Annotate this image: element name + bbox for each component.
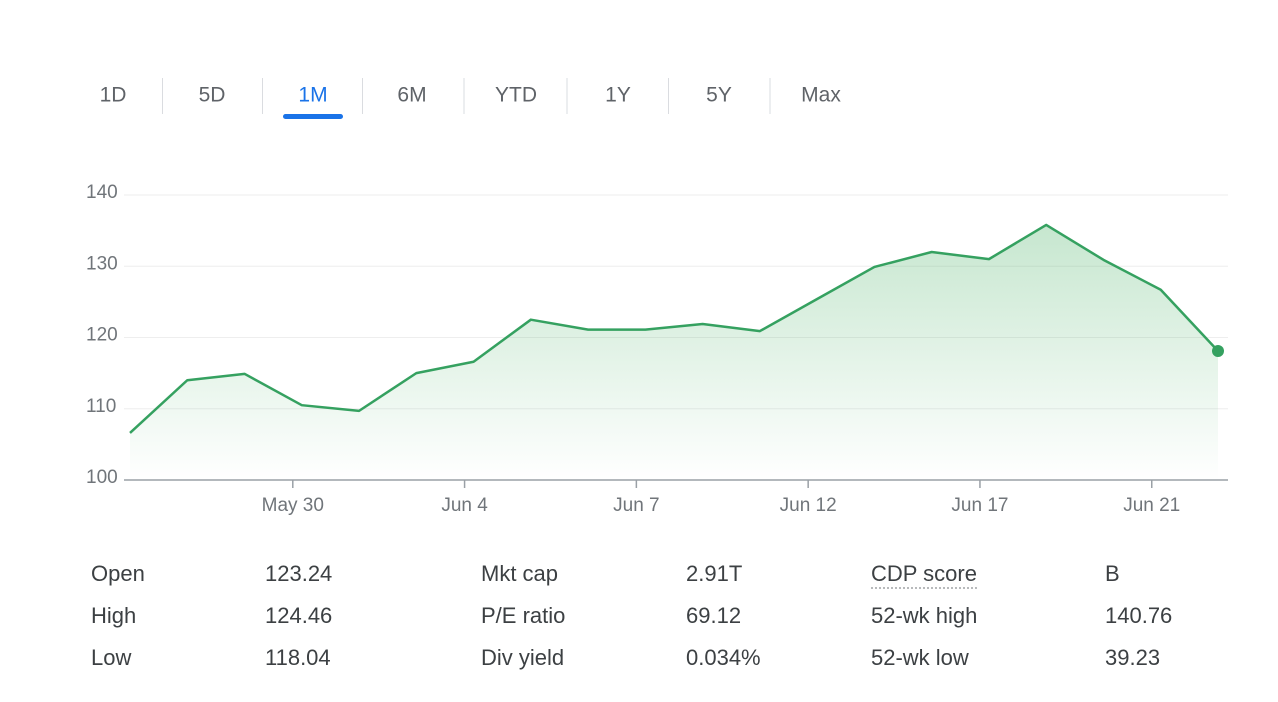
stat-label: High: [91, 603, 136, 628]
range-tab[interactable]: 6M: [397, 84, 426, 107]
stat-label: 52-wk high: [871, 603, 977, 628]
stat-label: Low: [91, 645, 131, 670]
stat-value: 140.76: [1105, 603, 1172, 628]
range-tab[interactable]: 5D: [199, 84, 226, 107]
price-line: [129, 223, 1219, 434]
stat-label[interactable]: CDP score: [871, 561, 977, 586]
x-tick-label: May 30: [262, 495, 324, 516]
stat-label: Open: [91, 561, 145, 586]
y-tick-label: 100: [86, 467, 118, 488]
stat-label: Mkt cap: [481, 561, 558, 586]
stat-value: 39.23: [1105, 645, 1160, 670]
stat-value: 69.12: [686, 603, 741, 628]
tab-underline: [283, 114, 343, 119]
range-tab[interactable]: Max: [801, 84, 841, 107]
y-tick-label: 110: [86, 396, 116, 417]
x-tick-label: Jun 4: [441, 495, 488, 516]
range-tab[interactable]: 1D: [100, 84, 127, 107]
stat-value: 0.034%: [686, 645, 761, 670]
stat-value: 118.04: [265, 645, 331, 670]
stat-value: 2.91T: [686, 561, 742, 586]
y-tick-label: 130: [86, 253, 118, 274]
stat-label: Div yield: [481, 645, 564, 670]
y-tick-label: 140: [86, 182, 118, 203]
stat-label: P/E ratio: [481, 603, 565, 628]
last-point: [1212, 345, 1224, 358]
stat-value: B: [1105, 561, 1120, 586]
x-tick-label: Jun 21: [1123, 495, 1180, 516]
range-tab[interactable]: 5Y: [706, 84, 732, 107]
range-tab[interactable]: 1M: [298, 84, 327, 107]
range-tab[interactable]: YTD: [495, 84, 537, 107]
x-tick-label: Jun 12: [780, 495, 837, 516]
stat-value: 124.46: [265, 603, 332, 628]
stat-label: 52-wk low: [871, 645, 969, 670]
x-tick-label: Jun 7: [613, 495, 659, 516]
range-tab[interactable]: 1Y: [605, 84, 631, 107]
area: [130, 224, 1218, 480]
x-tick-label: Jun 17: [951, 495, 1008, 516]
stat-value: 123.24: [265, 561, 332, 586]
y-tick-label: 120: [86, 325, 118, 346]
